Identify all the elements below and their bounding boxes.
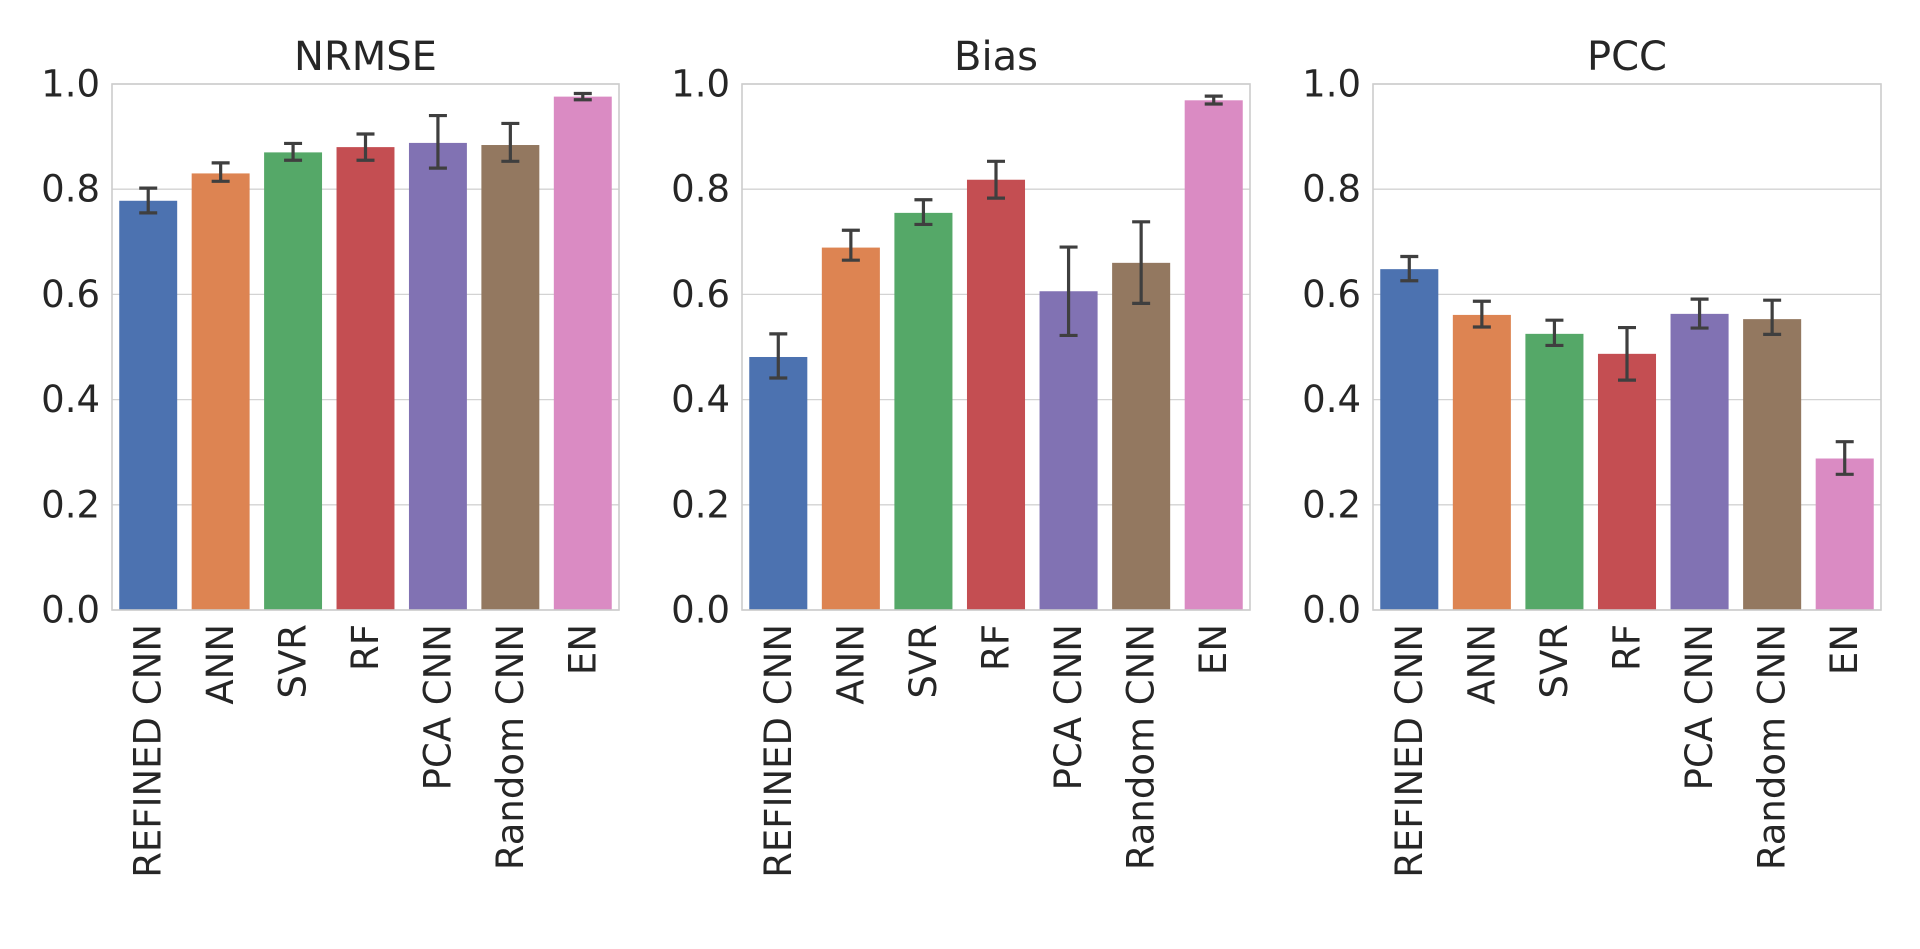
y-tick-label: 1.0 [671,63,730,106]
error-bar-rf [356,132,375,162]
bar-pca-cnn [408,142,467,611]
x-tick-label: ANN [1460,624,1503,705]
x-tick-label: ANN [829,624,872,705]
error-bar-en [573,91,592,102]
error-bar-pca-cnn [428,113,447,170]
axes-frame [1372,83,1882,611]
axes-frame [111,83,620,611]
y-tick-label: 0.6 [41,273,100,316]
error-bar-refined-cnn [769,332,788,380]
y-tick-label: 0.6 [671,273,730,316]
error-bar-random-cnn [1132,220,1151,305]
error-bar-refined-cnn [1400,254,1419,283]
bar-ann [191,173,250,611]
error-bar-svr [284,141,303,162]
x-tick-label: EN [1192,624,1235,675]
x-tick-label: REFINED CNN [1388,624,1431,878]
bar-random-cnn [1743,319,1802,610]
bar-rf [336,147,395,610]
error-bar-random-cnn [1763,298,1782,336]
x-tick-label: PCA CNN [1678,624,1721,790]
x-tick-label: ANN [199,624,242,705]
error-bar-en [1204,94,1223,106]
bar-ann [1452,314,1511,610]
bar-en [1815,458,1874,610]
y-tick-label: 1.0 [41,63,100,106]
error-bar-en [1835,440,1854,476]
x-tick-label: Random CNN [489,624,532,870]
error-bar-pca-cnn [1059,245,1078,338]
error-bar-refined-cnn [139,186,158,215]
x-tick-label: RF [344,624,387,671]
chart-title-bias: Bias [954,34,1038,80]
x-tick-label: RF [975,624,1018,671]
y-tick-label: 0.8 [41,168,100,211]
bar-en [1184,100,1243,610]
bar-refined-cnn [1380,269,1439,610]
bar-rf [1597,353,1657,610]
bar-en [553,96,612,610]
y-tick-label: 1.0 [1302,63,1361,106]
bar-pca-cnn [1039,291,1098,610]
error-bar-ann [211,161,230,183]
chart-panel-nrmse: 0.0 0.2 0.4 0.6 0.8 1.0 REFINED CNN ANN SVR RF PCA… [41,34,620,878]
y-tick-label: 0.0 [1302,589,1361,632]
bar-refined-cnn [749,356,808,610]
y-tick-label: 0.4 [671,378,730,421]
error-bar-ann [1472,299,1491,329]
bar-random-cnn [481,145,540,611]
x-tick-label: REFINED CNN [757,624,800,878]
x-tick-label: EN [561,624,604,675]
error-bar-svr [914,198,933,227]
error-bar-random-cnn [501,121,520,163]
error-bar-svr [1545,318,1564,348]
y-tick-label: 0.0 [41,589,100,632]
bar-ann [821,247,880,610]
bar-pca-cnn [1670,313,1729,610]
x-tick-label: Random CNN [1751,624,1794,870]
x-tick-label: PCA CNN [416,624,459,790]
bar-svr [1525,333,1584,610]
bar-random-cnn [1112,262,1171,610]
y-tick-label: 0.8 [671,168,730,211]
y-tick-label: 0.4 [41,378,100,421]
error-bar-pca-cnn [1690,297,1709,330]
x-tick-label: SVR [272,624,315,699]
bar-rf [966,179,1026,610]
y-tick-label: 0.0 [671,589,730,632]
error-bar-rf [1618,325,1636,382]
y-tick-label: 0.2 [41,483,100,526]
x-tick-label: EN [1823,624,1866,675]
bar-svr [264,152,323,610]
x-tick-label: PCA CNN [1047,624,1090,790]
x-tick-label: Random CNN [1120,624,1163,870]
bar-svr [894,212,953,610]
axes-frame [741,83,1251,611]
error-bar-ann [841,228,860,262]
y-tick-label: 0.2 [1302,483,1361,526]
x-tick-label: SVR [1533,624,1576,699]
y-tick-label: 0.4 [1302,378,1361,421]
y-tick-label: 0.2 [671,483,730,526]
chart-title-nrmse: NRMSE [294,34,437,80]
y-tick-label: 0.8 [1302,168,1361,211]
chart-panel-bias: 0.0 0.2 0.4 0.6 0.8 1.0 REFINED CNN ANN SVR RF PCA… [671,34,1251,878]
y-tick-label: 0.6 [1302,273,1361,316]
error-bar-rf [987,159,1005,200]
bar-refined-cnn [119,200,178,610]
x-tick-label: SVR [902,624,945,699]
chart-title-pcc: PCC [1587,34,1667,80]
chart-panel-pcc: 0.0 0.2 0.4 0.6 0.8 1.0 REFINED CNN ANN SVR RF PCA… [1302,34,1882,878]
x-tick-label: RF [1606,624,1649,671]
x-tick-label: REFINED CNN [127,624,170,878]
